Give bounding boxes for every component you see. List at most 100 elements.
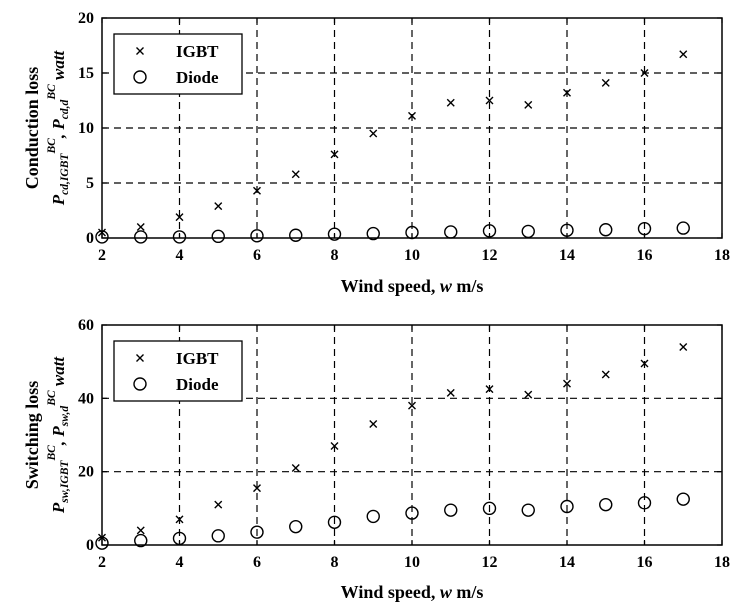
data-point-igbt — [679, 343, 688, 351]
y-tick-label: 10 — [78, 120, 94, 137]
y-tick-label: 20 — [78, 464, 94, 481]
data-point-diode — [560, 499, 574, 514]
x-axis-label: Wind speed, w m/s — [341, 276, 484, 296]
data-point-igbt — [98, 228, 106, 237]
data-point-igbt — [136, 526, 145, 535]
data-point-igbt — [601, 78, 610, 87]
y-tick-label: 40 — [78, 390, 94, 407]
chart-2: 2 4 6 8 10 12 14 16 18 0 20 40 60 Wind speed, w m/s Sw… — [22, 317, 730, 602]
data-point-diode — [444, 225, 458, 239]
data-point-igbt — [330, 150, 339, 159]
data-point-igbt — [175, 515, 184, 524]
legend-box — [113, 340, 243, 402]
data-point-igbt — [563, 88, 571, 97]
y-axis-label: Switching loss — [22, 381, 42, 490]
x-tick-label: 10 — [404, 247, 420, 264]
data-point-igbt — [253, 484, 261, 493]
series-diode — [95, 221, 690, 244]
x-tick-label: 8 — [331, 247, 339, 264]
data-point-igbt — [408, 111, 416, 120]
data-point-diode — [95, 230, 109, 244]
data-point-diode — [134, 533, 148, 548]
data-point-igbt — [446, 388, 455, 397]
data-point-igbt — [214, 500, 223, 509]
chart-1: 2 4 6 8 10 12 14 16 18 0 5 10 15 20 Wind speed, w m/s C… — [22, 10, 730, 296]
data-point-igbt — [524, 390, 533, 399]
data-point-diode — [95, 536, 109, 550]
data-point-igbt — [369, 420, 378, 428]
x-tick-label: 18 — [714, 247, 730, 264]
x-tick-label: 12 — [482, 554, 498, 571]
x-tick-label: 18 — [714, 554, 730, 571]
data-point-diode — [134, 230, 148, 244]
data-point-igbt — [330, 442, 339, 450]
data-point-diode — [211, 229, 225, 244]
legend-marker-igbt — [136, 354, 144, 362]
data-point-diode — [521, 224, 535, 239]
data-point-diode — [444, 503, 458, 517]
data-point-diode — [405, 506, 419, 520]
y-axis-label-symbols: Psw,IGBTBC, Psw,dBC watt — [45, 356, 71, 515]
data-point-diode — [676, 221, 690, 235]
x-tick-label: 14 — [559, 247, 575, 264]
data-point-diode — [289, 228, 303, 242]
series-diode — [95, 492, 690, 550]
x-tick-label: 12 — [482, 247, 498, 264]
data-point-diode — [172, 230, 187, 244]
data-point-diode — [482, 501, 497, 516]
y-axis-label: Conduction loss — [22, 67, 42, 190]
data-point-igbt — [369, 129, 378, 138]
data-point-diode — [599, 497, 613, 512]
y-tick-label: 20 — [78, 10, 94, 27]
data-point-igbt — [524, 100, 533, 109]
legend: IGBT Diode — [113, 33, 243, 95]
y-tick-label: 0 — [86, 537, 94, 554]
x-tick-label: 2 — [98, 247, 106, 264]
y-tick-label: 15 — [78, 65, 94, 82]
data-point-igbt — [408, 401, 416, 410]
data-point-igbt — [446, 98, 455, 107]
data-point-igbt — [175, 213, 184, 222]
legend-box — [113, 33, 243, 95]
data-point-diode — [250, 525, 264, 539]
data-point-diode — [599, 223, 613, 237]
data-point-diode — [172, 531, 187, 546]
legend-label-diode: Diode — [176, 68, 219, 87]
data-point-diode — [405, 225, 419, 240]
x-tick-label: 4 — [176, 247, 184, 264]
data-point-igbt — [253, 186, 261, 195]
x-tick-label: 16 — [637, 554, 653, 571]
legend-marker-diode — [133, 377, 147, 391]
data-point-diode — [289, 519, 303, 534]
x-tick-label: 6 — [253, 554, 261, 571]
data-point-diode — [637, 496, 652, 510]
data-point-igbt — [679, 50, 688, 59]
data-point-diode — [250, 229, 264, 243]
data-point-diode — [327, 227, 342, 241]
data-point-diode — [211, 529, 225, 543]
data-point-diode — [482, 224, 497, 238]
x-tick-label: 8 — [331, 554, 339, 571]
legend-marker-igbt — [136, 47, 144, 55]
x-tick-label: 4 — [176, 554, 184, 571]
y-tick-label: 60 — [78, 317, 94, 334]
y-tick-label: 5 — [86, 175, 94, 192]
data-point-igbt — [136, 223, 145, 231]
series-igbt — [98, 343, 688, 542]
legend-marker-diode — [133, 70, 147, 84]
data-point-igbt — [640, 359, 649, 368]
x-tick-label: 14 — [559, 554, 575, 571]
data-point-igbt — [601, 370, 610, 379]
legend-label-diode: Diode — [176, 375, 219, 394]
x-tick-label: 16 — [637, 247, 653, 264]
legend-label-igbt: IGBT — [176, 349, 219, 368]
x-tick-label: 10 — [404, 554, 420, 571]
data-point-diode — [521, 503, 535, 517]
data-point-igbt — [291, 170, 300, 179]
data-point-diode — [366, 509, 380, 524]
data-point-igbt — [291, 464, 300, 472]
data-point-diode — [560, 223, 574, 238]
data-point-igbt — [640, 69, 649, 77]
data-point-igbt — [563, 379, 571, 388]
y-axis-label-symbols: Pcd,IGBTBC, Pcd,dBC watt — [45, 49, 71, 206]
